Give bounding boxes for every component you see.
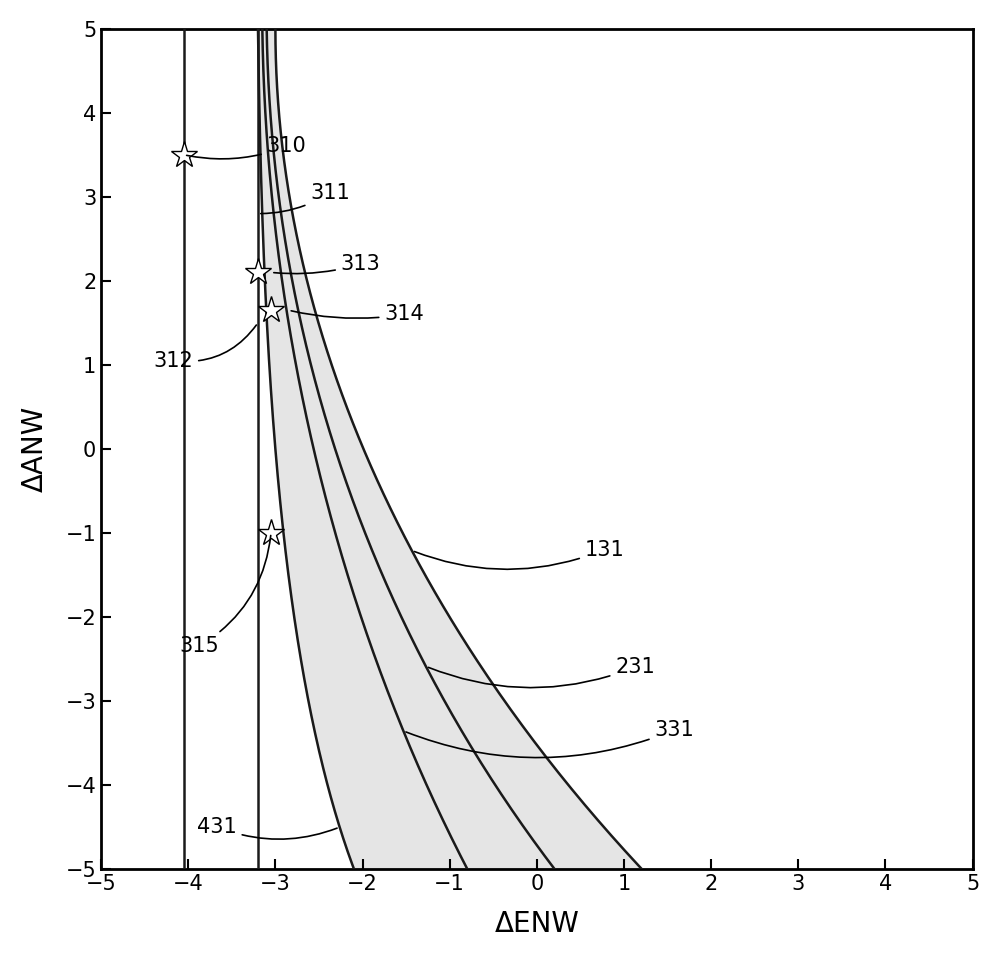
- X-axis label: ΔENW: ΔENW: [494, 910, 579, 938]
- Text: 315: 315: [180, 535, 271, 656]
- Text: 231: 231: [428, 657, 655, 688]
- Polygon shape: [262, 29, 554, 869]
- Polygon shape: [267, 29, 641, 869]
- Y-axis label: ΔANW: ΔANW: [21, 406, 49, 492]
- Text: 431: 431: [197, 817, 337, 839]
- Text: 310: 310: [187, 136, 306, 159]
- Text: 331: 331: [406, 720, 694, 758]
- Text: 313: 313: [274, 254, 381, 274]
- Text: 131: 131: [414, 540, 625, 570]
- Text: 312: 312: [153, 325, 256, 370]
- Text: 314: 314: [291, 304, 424, 324]
- Polygon shape: [258, 29, 467, 869]
- Text: 311: 311: [261, 182, 350, 214]
